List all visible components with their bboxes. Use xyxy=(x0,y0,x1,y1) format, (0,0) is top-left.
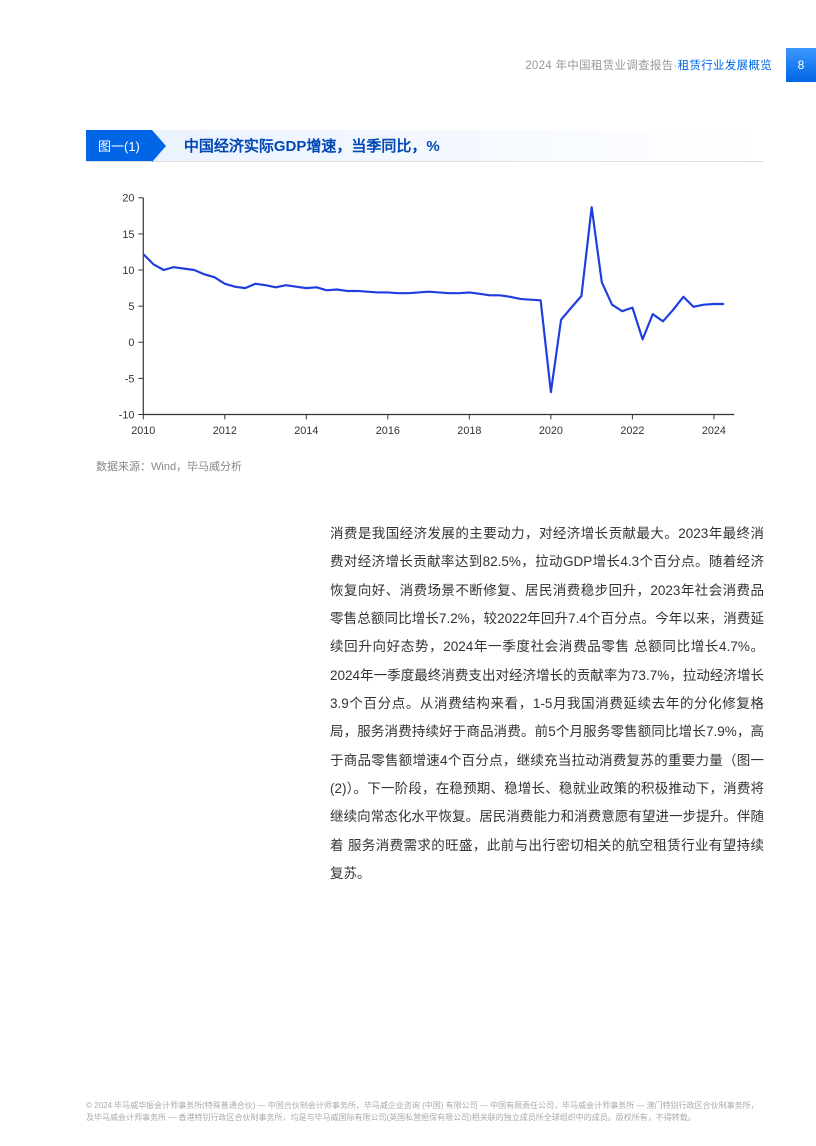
svg-text:2022: 2022 xyxy=(620,425,644,437)
svg-text:0: 0 xyxy=(128,337,134,349)
figure-tag: 图一(1) xyxy=(86,130,152,161)
figure-arrow-icon xyxy=(152,130,166,162)
svg-text:2012: 2012 xyxy=(213,425,237,437)
report-title-prefix: 2024 年中国租赁业调查报告· xyxy=(525,60,677,72)
svg-text:20: 20 xyxy=(122,193,134,205)
svg-text:2020: 2020 xyxy=(539,425,563,437)
source-value: Wind，毕马威分析 xyxy=(151,461,242,473)
svg-text:2014: 2014 xyxy=(294,425,318,437)
body-paragraph: 消费是我国经济发展的主要动力，对经济增长贡献最大。2023年最终消费对经济增长贡… xyxy=(330,520,764,888)
page-header: 2024 年中国租赁业调查报告·租赁行业发展概览 8 xyxy=(525,48,816,82)
copyright-footer: © 2024 毕马威华振会计师事务所(特殊普通合伙) — 中国合伙制会计师事务所… xyxy=(86,1100,764,1124)
page-number: 8 xyxy=(798,58,805,72)
source-label: 数据来源： xyxy=(96,461,151,473)
svg-text:2024: 2024 xyxy=(702,425,726,437)
svg-text:2018: 2018 xyxy=(457,425,481,437)
svg-text:5: 5 xyxy=(128,301,134,313)
chart-source: 数据来源：Wind，毕马威分析 xyxy=(96,458,764,474)
svg-text:-5: -5 xyxy=(125,373,135,385)
gdp-line-chart: -10 -5 0 5 10 15 20 2010 2012 2014 2016 2018 2020 202… xyxy=(96,186,754,446)
svg-text:2016: 2016 xyxy=(376,425,400,437)
svg-text:2010: 2010 xyxy=(131,425,155,437)
report-title: 2024 年中国租赁业调查报告·租赁行业发展概览 xyxy=(525,57,772,73)
svg-text:-10: -10 xyxy=(119,409,135,421)
page-number-badge: 8 xyxy=(786,48,816,82)
report-title-highlight: 租赁行业发展概览 xyxy=(678,60,772,72)
svg-text:10: 10 xyxy=(122,265,134,277)
figure-header: 图一(1) 中国经济实际GDP增速，当季同比，% xyxy=(86,130,764,162)
svg-text:15: 15 xyxy=(122,229,134,241)
chart-svg: -10 -5 0 5 10 15 20 2010 2012 2014 2016 2018 2020 202… xyxy=(96,186,754,446)
figure-section: 图一(1) 中国经济实际GDP增速，当季同比，% -10-50510152020… xyxy=(86,130,764,474)
figure-title: 中国经济实际GDP增速，当季同比，% xyxy=(184,135,440,156)
